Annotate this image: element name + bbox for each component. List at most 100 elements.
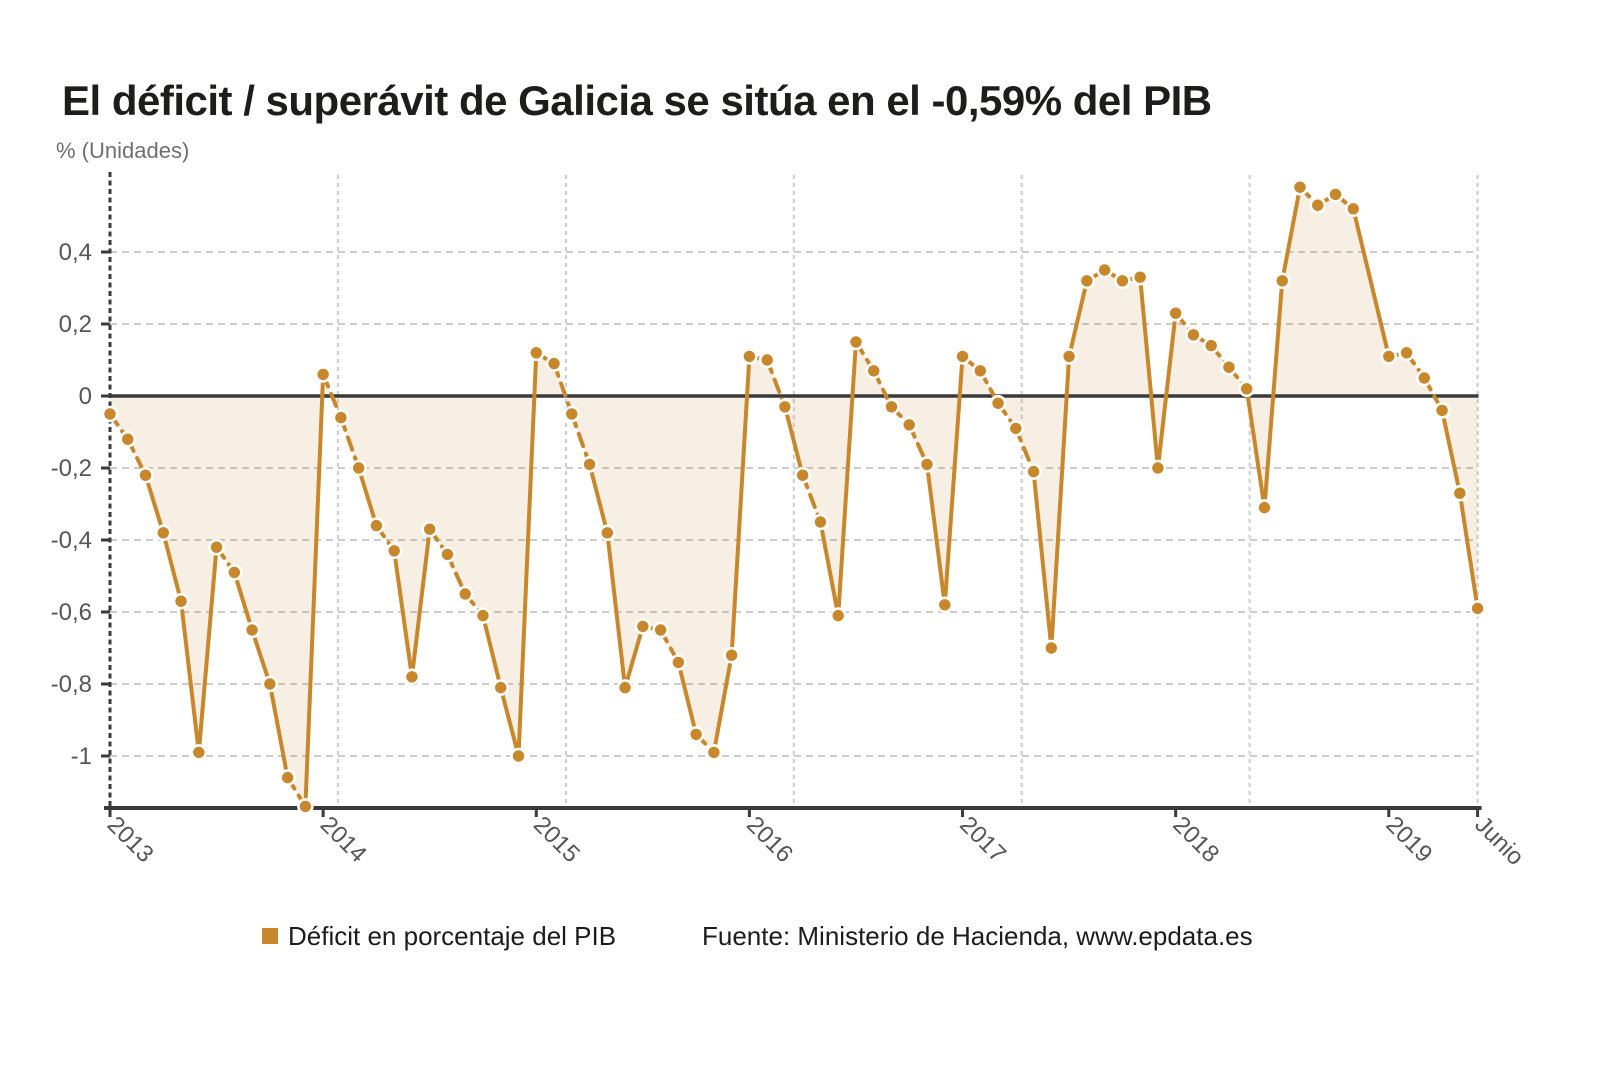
- data-line-segment: [1244, 386, 1267, 510]
- data-line-segment: [1031, 469, 1054, 650]
- chart-footer: Déficit en porcentaje del PIB Fuente: Mi…: [0, 918, 1602, 964]
- data-point: [226, 564, 243, 581]
- data-point: [776, 398, 794, 416]
- data-line-segment: [942, 354, 965, 607]
- data-point: [989, 394, 1007, 412]
- data-point: [545, 355, 563, 372]
- data-point: [510, 747, 527, 765]
- area-fill: [110, 187, 1478, 807]
- data-point: [1007, 420, 1025, 437]
- data-point: [581, 456, 598, 473]
- data-line-segment: [800, 473, 823, 524]
- data-point: [439, 546, 456, 563]
- data-point: [971, 362, 989, 380]
- data-point: [1291, 178, 1309, 196]
- data-point: [119, 430, 137, 448]
- data-point: [1327, 186, 1344, 203]
- data-point: [705, 744, 723, 761]
- data-point: [101, 405, 119, 423]
- data-point: [670, 654, 687, 671]
- data-point: [954, 348, 971, 365]
- data-point: [474, 607, 492, 624]
- x-axis-ticks: [108, 808, 1480, 817]
- data-point: [1096, 261, 1113, 279]
- source-label: Fuente: Ministerio de Hacienda, www.epda…: [702, 921, 1253, 951]
- y-tick-label: 0,2: [59, 311, 92, 338]
- data-line-segment: [587, 462, 610, 535]
- data-point: [1202, 337, 1220, 354]
- data-point: [368, 517, 385, 534]
- data-point: [1451, 484, 1469, 502]
- data-point: [900, 416, 918, 434]
- data-point: [1238, 380, 1256, 398]
- data-point: [1025, 463, 1042, 480]
- data-point: [1309, 196, 1327, 214]
- data-point: [1469, 600, 1486, 617]
- data-point: [1043, 639, 1060, 657]
- data-point: [865, 362, 883, 380]
- data-line-segment: [303, 372, 326, 809]
- data-line-segment: [338, 415, 361, 470]
- data-line-segment: [729, 354, 752, 658]
- data-point: [652, 621, 669, 639]
- x-tick-label: Junio: [1469, 811, 1529, 871]
- data-line-segment: [356, 466, 379, 528]
- data-point: [1273, 272, 1291, 290]
- x-tick-label: 2014: [315, 811, 372, 868]
- y-axis-ticks: [101, 250, 110, 758]
- y-tick-labels: 0,4 0,2 0 -0,2 -0,4 -0,6 -0,8 -1: [51, 239, 92, 770]
- x-tick-label: 2016: [741, 811, 798, 868]
- data-point: [883, 398, 900, 416]
- data-point: [492, 679, 510, 696]
- x-tick-label: 2018: [1167, 811, 1224, 868]
- data-line-segment: [1280, 185, 1302, 283]
- y-tick-label: -1: [71, 743, 92, 770]
- data-point: [350, 459, 367, 477]
- y-tick-label: -0,8: [51, 671, 92, 698]
- data-line-segment: [569, 412, 592, 467]
- data-line-segment: [250, 628, 272, 686]
- data-point: [1398, 344, 1415, 362]
- data-line-segment: [267, 682, 290, 780]
- data-point: [936, 596, 954, 614]
- data-line-segment: [392, 548, 414, 679]
- y-tick-label: -0,2: [51, 455, 92, 482]
- data-point: [758, 351, 776, 369]
- data-point: [456, 585, 474, 603]
- y-axis-unit-label: % (Unidades): [56, 138, 190, 163]
- chart-title: El déficit / superávit de Galicia se sit…: [62, 77, 1212, 125]
- data-point: [1256, 499, 1273, 516]
- data-point: [208, 538, 225, 556]
- x-tick-label: 2013: [102, 811, 159, 868]
- data-line-segment: [480, 613, 503, 690]
- data-line-segment: [623, 624, 645, 690]
- data-point: [279, 769, 296, 786]
- data-point: [1149, 459, 1167, 477]
- data-point: [261, 675, 279, 693]
- data-point: [190, 744, 208, 761]
- y-tick-label: -0,4: [51, 527, 92, 554]
- data-line-segment: [676, 660, 699, 737]
- data-line-segment: [782, 404, 805, 478]
- data-point: [297, 798, 314, 815]
- data-line-segment: [1457, 491, 1480, 611]
- data-line-segment: [1049, 354, 1072, 650]
- data-point: [385, 542, 403, 560]
- data-point: [599, 524, 616, 542]
- y-tick-label: 0: [79, 383, 92, 410]
- data-line-segment: [1440, 408, 1462, 496]
- data-line-segment: [836, 340, 858, 618]
- data-point: [1185, 326, 1202, 344]
- data-point: [1220, 358, 1238, 376]
- x-tick-label: 2019: [1381, 811, 1438, 868]
- data-point: [137, 466, 154, 484]
- data-point: [243, 621, 261, 639]
- data-point: [1060, 348, 1078, 365]
- data-line-segment: [1262, 278, 1285, 510]
- data-line-segment: [161, 530, 184, 604]
- data-point: [172, 592, 190, 610]
- data-point: [563, 405, 581, 423]
- data-line-segment: [1138, 275, 1160, 470]
- data-line-segment: [605, 530, 628, 690]
